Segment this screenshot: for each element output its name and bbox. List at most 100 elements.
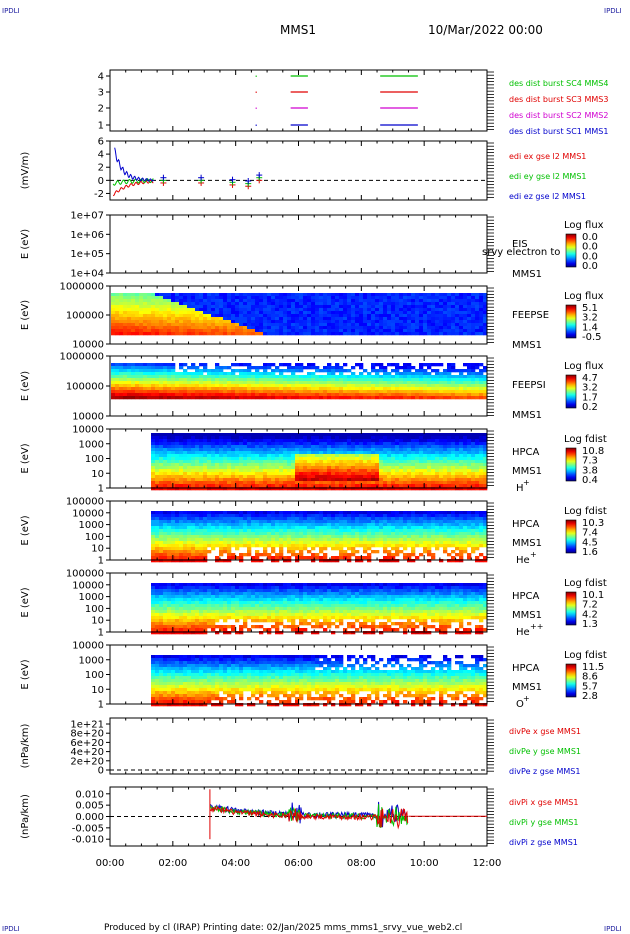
spectrogram-cell	[227, 520, 232, 524]
spectrogram-cell	[283, 320, 288, 324]
spectrogram-cell	[195, 553, 200, 557]
spectrogram-cell	[299, 299, 304, 303]
spectrogram-cell	[351, 436, 356, 440]
spectrogram-cell	[127, 390, 132, 394]
spectrogram-cell	[467, 478, 472, 482]
spectrogram-cell	[291, 475, 296, 479]
spectrogram-cell	[427, 378, 432, 382]
spectrogram-cell	[267, 457, 272, 461]
spectrogram-cell	[219, 317, 224, 321]
spectrogram-cell	[271, 466, 276, 470]
spectrogram-cell	[271, 529, 276, 533]
spectrogram-cell	[247, 299, 252, 303]
spectrogram-cell	[303, 305, 308, 309]
spectrogram-cell	[319, 369, 324, 373]
spectrogram-cell	[439, 302, 444, 306]
spectrogram-cell	[355, 381, 360, 385]
spectrogram-cell	[319, 387, 324, 391]
spectrogram-cell	[223, 478, 228, 482]
spectrogram-cell	[223, 293, 228, 297]
spectrogram-cell	[167, 390, 172, 394]
spectrogram-cell	[275, 454, 280, 458]
spectrogram-cell	[399, 390, 404, 394]
spectrogram-cell	[127, 363, 132, 367]
y-tick-label: 1	[98, 484, 104, 495]
spectrogram-cell	[199, 523, 204, 527]
spectrogram-cell	[283, 463, 288, 467]
spectrogram-cell	[255, 553, 260, 557]
spectrogram-cell	[239, 559, 244, 563]
spectrogram-cell	[331, 457, 336, 461]
spectrogram-cell	[311, 433, 316, 437]
spectrogram-cell	[127, 311, 132, 315]
spectrogram-cell	[463, 311, 468, 315]
spectrogram-cell	[419, 442, 424, 446]
spectrogram-cell	[207, 311, 212, 315]
spectrogram-cell	[287, 433, 292, 437]
spectrogram-cell	[459, 332, 464, 336]
spectrogram-cell	[335, 323, 340, 327]
spectrogram-cell	[155, 553, 160, 557]
spectrogram-cell	[403, 378, 408, 382]
spectrogram-cell	[415, 311, 420, 315]
spectrogram-cell	[351, 469, 356, 473]
spectrogram-cell	[255, 369, 260, 373]
spectrogram-cell	[371, 323, 376, 327]
spectrogram-cell	[211, 375, 216, 379]
spectrogram-cell	[395, 448, 400, 452]
spectrogram-cell	[391, 472, 396, 476]
spectrogram-cell	[175, 393, 180, 397]
spectrogram-cell	[447, 390, 452, 394]
spectrogram-cell	[375, 469, 380, 473]
spectrogram-cell	[199, 314, 204, 318]
spectrogram-cell	[403, 454, 408, 458]
spectrogram-cell	[343, 302, 348, 306]
spectrogram-cell	[355, 448, 360, 452]
spectrogram-cell	[227, 463, 232, 467]
spectrogram-cell	[143, 387, 148, 391]
spectrogram-cell	[111, 372, 116, 376]
spectrogram-cell	[451, 433, 456, 437]
spectrogram-cell	[235, 363, 240, 367]
spectrogram-cell	[195, 323, 200, 327]
spectrogram-cell	[443, 396, 448, 400]
spectrogram-cell	[163, 308, 168, 312]
spectrogram-cell	[159, 487, 164, 491]
spectrogram-cell	[187, 457, 192, 461]
spectrogram-cell	[199, 320, 204, 324]
spectrogram-cell	[155, 317, 160, 321]
spectrogram-cell	[423, 305, 428, 309]
spectrogram-cell	[135, 302, 140, 306]
spectrogram-cell	[307, 475, 312, 479]
spectrogram-cell	[351, 475, 356, 479]
spectrogram-cell	[231, 517, 236, 521]
spectrogram-cell	[203, 532, 208, 536]
spectrogram-cell	[175, 541, 180, 545]
spectrogram-cell	[271, 302, 276, 306]
spectrogram-cell	[207, 532, 212, 536]
spectrogram-cell	[315, 484, 320, 488]
spectrogram-cell	[343, 363, 348, 367]
spectrogram-cell	[295, 484, 300, 488]
spectrogram-cell	[159, 556, 164, 560]
spectrogram-cell	[355, 329, 360, 333]
spectrogram-cell	[431, 311, 436, 315]
spectrogram-cell	[419, 332, 424, 336]
spectrogram-cell	[451, 363, 456, 367]
spectrogram-cell	[375, 478, 380, 482]
spectrogram-cell	[271, 472, 276, 476]
spectrogram-cell	[315, 396, 320, 400]
spectrogram-cell	[195, 481, 200, 485]
spectrogram-cell	[155, 293, 160, 297]
spectrogram-cell	[427, 442, 432, 446]
spectrogram-cell	[159, 451, 164, 455]
spectrogram-cell	[419, 299, 424, 303]
spectrogram-cell	[231, 363, 236, 367]
spectrogram-cell	[431, 454, 436, 458]
spectrogram-cell	[207, 442, 212, 446]
panel-frame	[109, 69, 488, 132]
spectrogram-cell	[239, 544, 244, 548]
spectrogram-cell	[475, 442, 480, 446]
spectrogram-cell	[259, 433, 264, 437]
spectrogram-cell	[111, 296, 116, 300]
